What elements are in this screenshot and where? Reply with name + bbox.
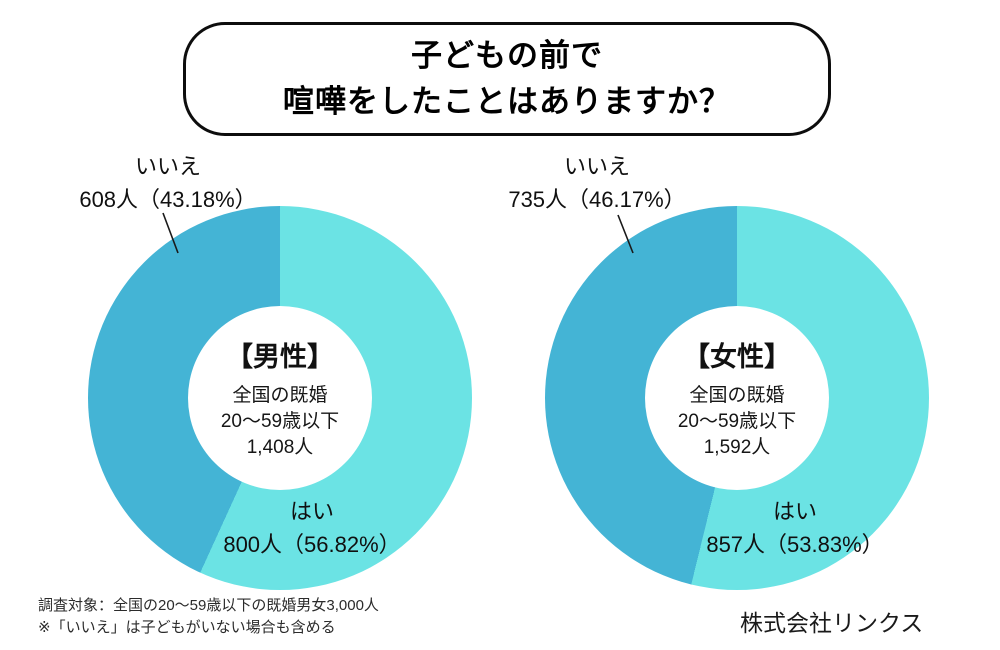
center-line-2-male: 20〜59歳以下 xyxy=(220,411,340,432)
center-group-label-male: 【男性】 xyxy=(226,342,334,372)
title-box: 子どもの前で 喧嘩をしたことはありますか？ xyxy=(183,22,831,136)
slice-name-yes-female: はい xyxy=(772,499,817,524)
title-line-2: 喧嘩をしたことはありますか？ xyxy=(283,84,731,119)
slice-value-yes-female: 857人（53.83%） xyxy=(706,532,884,558)
title-line-1: 子どもの前で xyxy=(411,37,603,73)
footnote-line-1: 調査対象：全国の20〜59歳以下の既婚男女3,000人 xyxy=(38,597,379,614)
footnote-line-2: ※「いいえ」は子どもがいない場合も含める xyxy=(38,619,336,636)
donut-chart-female: 【女性】 全国の既婚 20〜59歳以下 1,592人 xyxy=(545,206,929,590)
donut-center-female: 【女性】 全国の既婚 20〜59歳以下 1,592人 xyxy=(645,306,829,490)
slice-label-no-female: いいえ 735人（46.17%） xyxy=(467,154,727,213)
slice-label-no-male: いいえ 608人（43.18%） xyxy=(38,154,298,213)
center-line-2-female: 20〜59歳以下 xyxy=(677,411,797,432)
company-name: 株式会社リンクス xyxy=(740,610,924,636)
footnote: 調査対象：全国の20〜59歳以下の既婚男女3,000人 ※「いいえ」は子どもがい… xyxy=(38,595,379,639)
center-line-1-male: 全国の既婚 xyxy=(232,385,328,406)
slice-value-no-male: 608人（43.18%） xyxy=(79,187,257,213)
center-line-1-female: 全国の既婚 xyxy=(689,385,785,406)
donut-center-male: 【男性】 全国の既婚 20〜59歳以下 1,408人 xyxy=(188,306,372,490)
slice-name-no-male: いいえ xyxy=(134,154,201,179)
slice-value-yes-male: 800人（56.82%） xyxy=(223,532,401,558)
center-line-3-female: 1,592人 xyxy=(703,437,771,458)
slice-label-yes-male: はい 800人（56.82%） xyxy=(182,499,442,558)
donut-chart-male: 【男性】 全国の既婚 20〜59歳以下 1,408人 xyxy=(88,206,472,590)
center-group-label-female: 【女性】 xyxy=(683,342,791,372)
slice-label-yes-female: はい 857人（53.83%） xyxy=(665,499,925,558)
slice-name-no-female: いいえ xyxy=(563,154,630,179)
slice-value-no-female: 735人（46.17%） xyxy=(508,187,686,213)
slice-name-yes-male: はい xyxy=(289,499,334,524)
center-line-3-male: 1,408人 xyxy=(246,437,314,458)
